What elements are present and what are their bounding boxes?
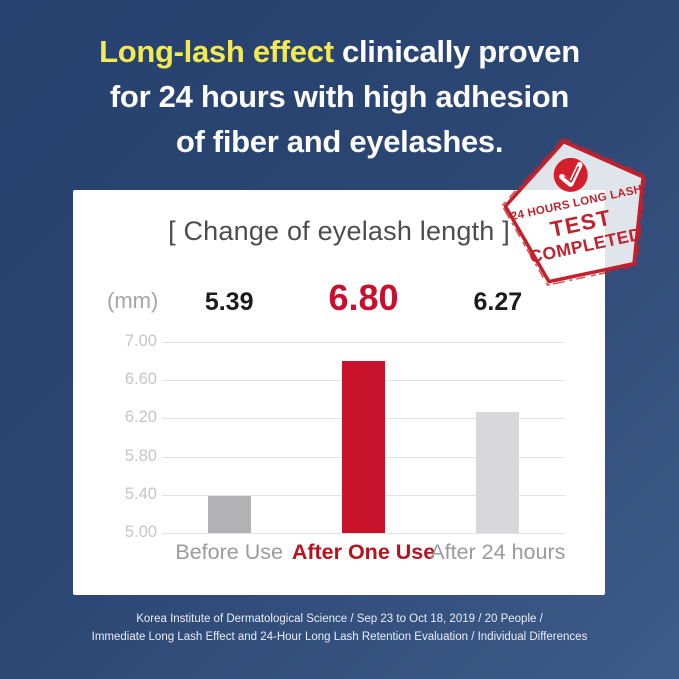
footer-disclaimer: Korea Institute of Dermatological Scienc… bbox=[0, 611, 679, 646]
bar-after-one-use bbox=[342, 361, 385, 533]
y-axis-tick-label: 5.00 bbox=[124, 523, 157, 541]
check-icon bbox=[553, 157, 588, 192]
heading: Long-lash effect clinically proven for 2… bbox=[0, 29, 679, 164]
value-label: 6.80 bbox=[328, 277, 399, 318]
test-completed-stamp: 24 HOURS LONG LASH TEST COMPLETED bbox=[484, 119, 674, 309]
value-label: 5.39 bbox=[204, 288, 254, 316]
y-axis-tick-label: 7.00 bbox=[124, 332, 157, 350]
bar-after-24-hours bbox=[476, 412, 520, 533]
value-label: 6.27 bbox=[473, 288, 523, 316]
category-label: After 24 hours bbox=[430, 540, 566, 564]
heading-line-1-rest: clinically proven bbox=[333, 34, 580, 69]
gridline bbox=[162, 533, 565, 534]
y-axis-tick-label: 5.80 bbox=[124, 446, 157, 465]
gridline bbox=[162, 342, 565, 343]
chart-card: [ Change of eyelash length ] (mm) 7.00 6.… bbox=[73, 190, 605, 595]
category-label: After One Use bbox=[291, 540, 436, 564]
heading-line-2: for 24 hours with high adhesion bbox=[109, 79, 570, 114]
footer-line-1: Korea Institute of Dermatological Scienc… bbox=[136, 613, 543, 625]
stamp-pentagon bbox=[501, 137, 647, 286]
y-axis-tick-label: 6.20 bbox=[124, 408, 157, 427]
heading-highlight: Long-lash effect bbox=[99, 34, 334, 69]
y-axis-tick-label: 6.60 bbox=[124, 370, 157, 389]
bar-before-use bbox=[207, 496, 251, 533]
heading-line-3: of fiber and eyelashes. bbox=[175, 124, 504, 159]
heading-line-1: Long-lash effect clinically proven bbox=[0, 29, 679, 74]
y-axis-tick-label: 5.40 bbox=[124, 484, 157, 503]
chart-unit-label: (mm) bbox=[107, 288, 159, 313]
chart-title: [ Change of eyelash length ] bbox=[168, 216, 510, 246]
category-label: Before Use bbox=[175, 540, 283, 564]
footer-line-2: Immediate Long Lash Effect and 24-Hour L… bbox=[91, 630, 588, 643]
